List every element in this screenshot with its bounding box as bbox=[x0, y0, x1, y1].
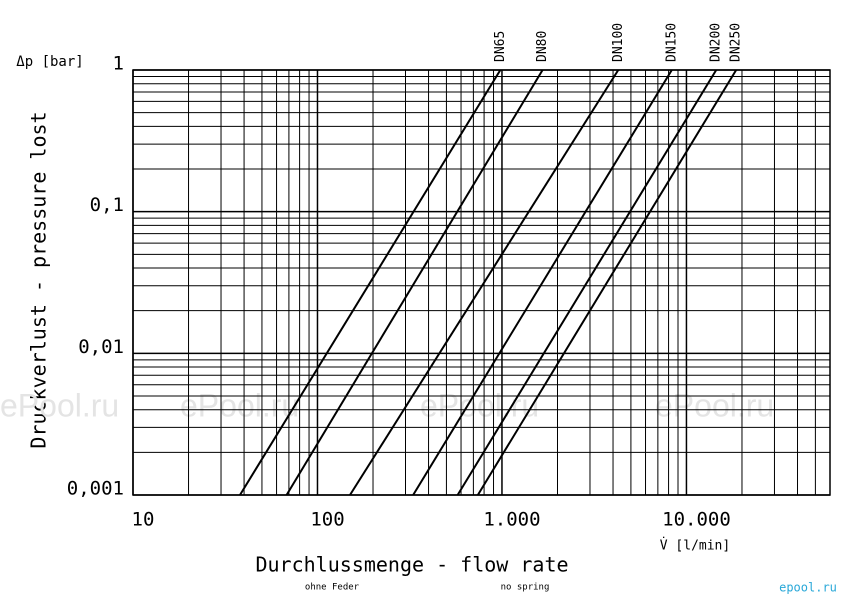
watermark: ePool.ru bbox=[180, 387, 299, 423]
x-tick-label: 10.000 bbox=[662, 509, 731, 531]
y-axis-label: Druckverlust - pressure lost bbox=[27, 111, 51, 448]
series-line bbox=[412, 69, 673, 496]
series-label: DN200 bbox=[709, 23, 724, 62]
series-line bbox=[349, 69, 620, 496]
series-label: DN150 bbox=[664, 23, 679, 62]
x-tick-label: 100 bbox=[310, 509, 344, 531]
watermark: ePool.ru bbox=[655, 387, 774, 423]
series-label: DN65 bbox=[493, 31, 508, 62]
note: no spring bbox=[501, 583, 550, 593]
x-tick-label: 1.000 bbox=[483, 509, 540, 531]
x-tick-label: 10 bbox=[132, 509, 155, 531]
y-tick-label: 0,01 bbox=[78, 336, 124, 358]
watermark: ePool.ru bbox=[420, 387, 539, 423]
watermark: ePool.ru bbox=[0, 387, 119, 423]
series-label: DN250 bbox=[729, 23, 744, 62]
x-axis-label: Durchlussmenge - flow rate bbox=[255, 553, 568, 577]
x-unit: V̇ [l/min] bbox=[660, 537, 730, 553]
y-tick-label: 1 bbox=[113, 53, 124, 75]
series-label: DN100 bbox=[611, 23, 626, 62]
plot-frame bbox=[132, 69, 831, 496]
note: ohne Feder bbox=[305, 583, 360, 593]
y-tick-label: 0,001 bbox=[67, 478, 124, 500]
series-line bbox=[239, 69, 502, 496]
series-line bbox=[285, 69, 544, 496]
credit: epool.ru bbox=[779, 581, 837, 595]
series-line bbox=[456, 69, 718, 496]
y-tick-label: 0,1 bbox=[90, 194, 124, 216]
series-line bbox=[476, 69, 738, 496]
series-label: DN80 bbox=[535, 31, 550, 62]
y-unit: Δp [bar] bbox=[16, 54, 83, 70]
